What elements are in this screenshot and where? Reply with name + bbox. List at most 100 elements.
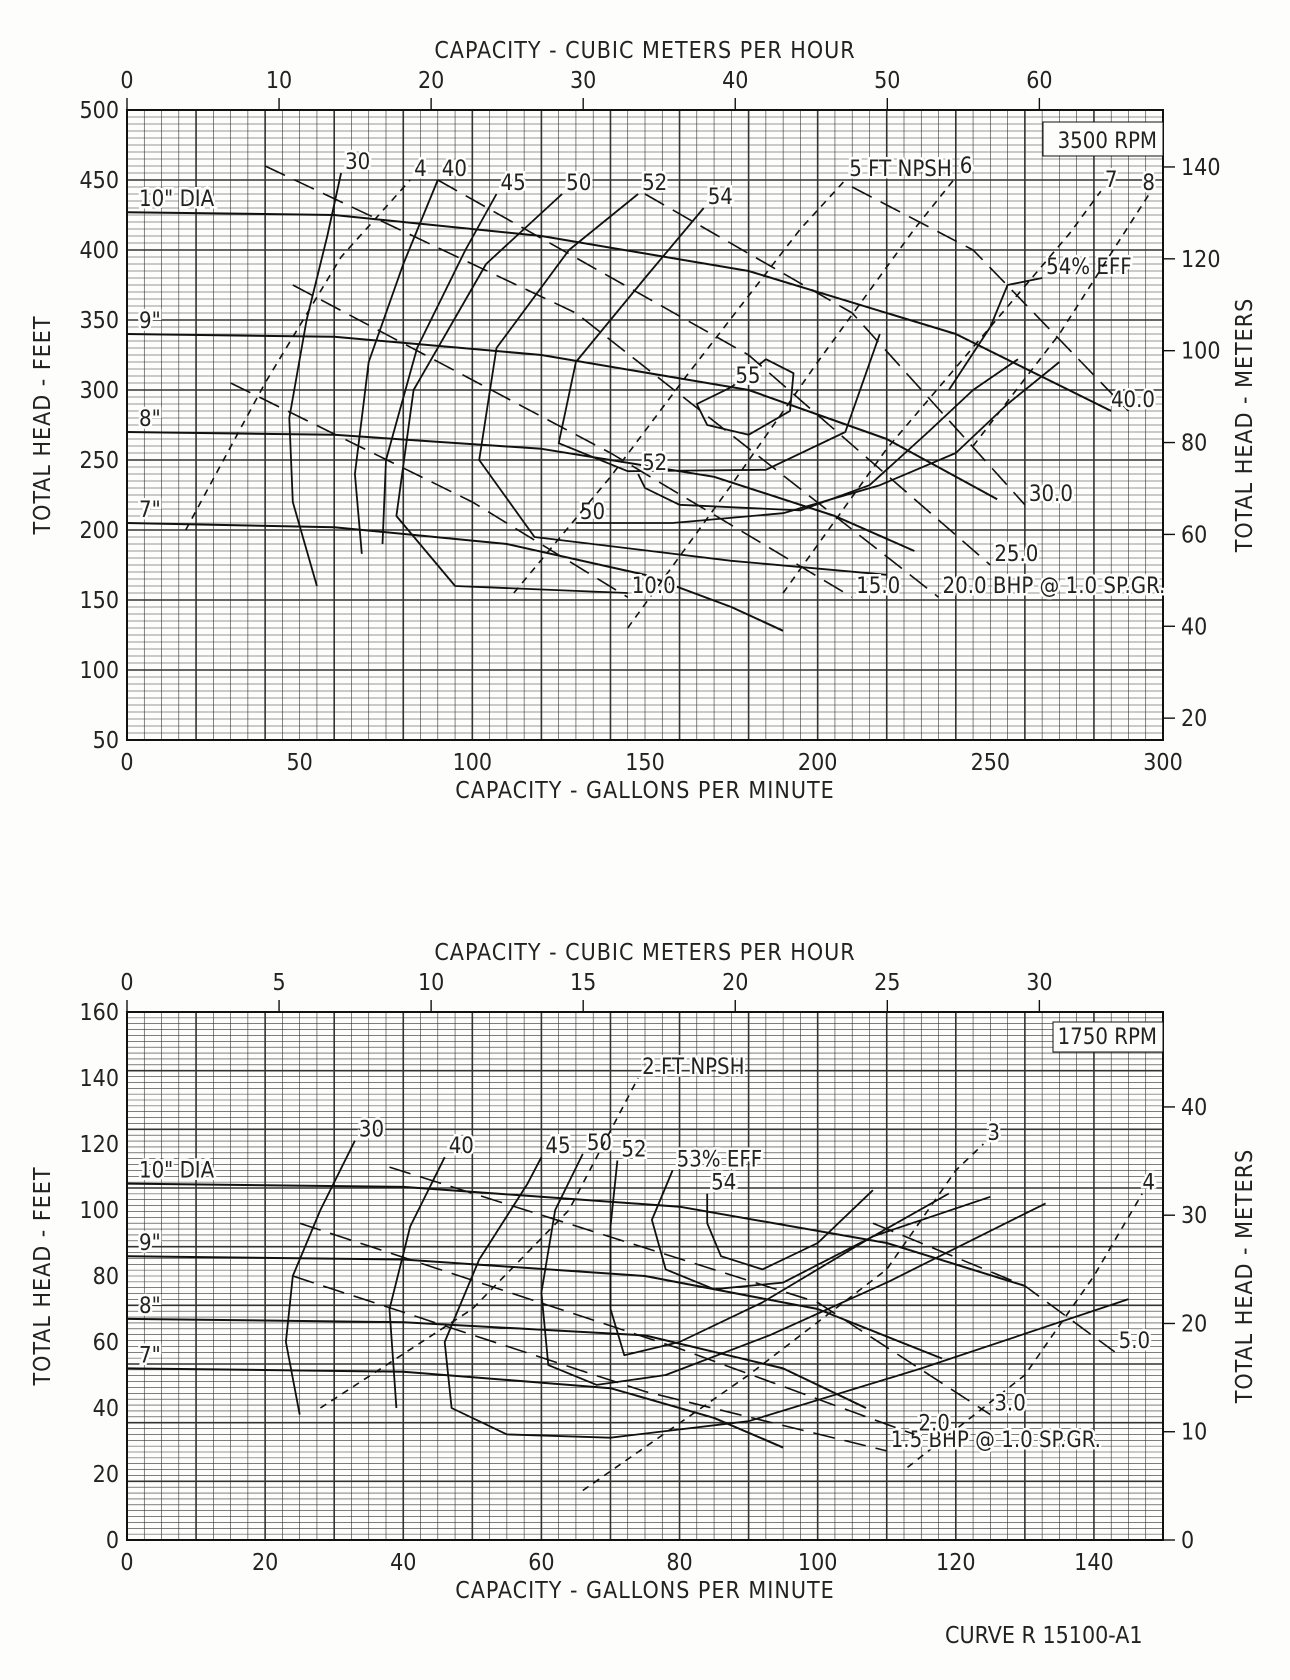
- top-tick-label: 5: [272, 970, 285, 996]
- bhp-curve: [292, 284, 853, 598]
- bhp-curve: [299, 1222, 915, 1436]
- head-curve-label: 9": [139, 309, 161, 334]
- efficiency-curve-label: 40: [442, 157, 467, 182]
- top-tick-label: 20: [418, 68, 444, 94]
- npsh-curve-group: 2 FT NPSH 3 4: [319, 1053, 1158, 1492]
- top-tick-label: 50: [874, 68, 900, 94]
- x-tick-label: 80: [666, 1550, 692, 1576]
- y-tick-label: 250: [80, 448, 120, 474]
- efficiency-curve-label: 30: [359, 1118, 384, 1143]
- npsh-curve-label: 3: [987, 1121, 1000, 1146]
- efficiency-curve-label: 40: [449, 1134, 474, 1159]
- efficiency-curve-label: 54% EFF: [1046, 255, 1132, 280]
- bhp-curve-label: 1.5 BHP @ 1.0 SP.GR.: [891, 1428, 1101, 1453]
- top-tick-label: 25: [874, 970, 900, 996]
- efficiency-curve-label: 45: [545, 1134, 570, 1159]
- x-tick-label: 40: [390, 1550, 416, 1576]
- npsh-curve-label: 4: [414, 157, 427, 182]
- x-tick-label: 100: [798, 1550, 838, 1576]
- npsh-curve-label: 6: [960, 154, 973, 179]
- efficiency-curve-label: 55: [735, 364, 760, 389]
- npsh-curve: [582, 1143, 984, 1492]
- x-tick-label: 0: [120, 750, 133, 776]
- head-curve-group: 10" DIA 9" 8" 7": [126, 1156, 1026, 1449]
- y-axis-title-right: TOTAL HEAD - METERS: [1232, 298, 1258, 554]
- x-axis-title-bottom: CAPACITY - GALLONS PER MINUTE: [455, 778, 834, 804]
- head-curve-label: 9": [139, 1231, 161, 1256]
- y-axis-title-right: TOTAL HEAD - METERS: [1232, 1149, 1258, 1405]
- x-tick-label: 100: [453, 750, 493, 776]
- efficiency-curve-label: 52: [642, 171, 667, 196]
- head-curve-label: 8": [139, 407, 161, 432]
- bhp-curve: [437, 179, 991, 566]
- x-tick-label: 150: [625, 750, 665, 776]
- y-tick-label: 50: [93, 728, 119, 754]
- y-tick-label: 0: [106, 1528, 119, 1554]
- x-axis-title-top: CAPACITY - CUBIC METERS PER HOUR: [434, 940, 855, 966]
- head-curve: [126, 333, 998, 501]
- bhp-curve: [851, 186, 1130, 412]
- npsh-curve: [782, 190, 1102, 594]
- x-tick-label: 250: [971, 750, 1011, 776]
- right-tick-label: 60: [1181, 522, 1207, 548]
- y-tick-label: 350: [80, 308, 120, 334]
- right-tick-label: 0: [1181, 1528, 1194, 1554]
- x-axis-title-top: CAPACITY - CUBIC METERS PER HOUR: [434, 38, 855, 64]
- top-tick-label: 15: [570, 970, 596, 996]
- y-tick-label: 140: [80, 1066, 120, 1092]
- efficiency-curve: [288, 172, 342, 587]
- bhp-curve-label: 5.0: [1119, 1329, 1150, 1354]
- chart-1750-rpm: 0 20 40 60 80 100 120 1400204060801001201401600…: [30, 940, 1258, 1604]
- efficiency-curve: [381, 193, 498, 545]
- top-tick-label: 0: [120, 970, 133, 996]
- grid: [126, 109, 1164, 741]
- y-tick-label: 500: [80, 98, 120, 124]
- rpm-label: 3500 RPM: [1058, 129, 1157, 154]
- right-tick-label: 10: [1181, 1420, 1207, 1446]
- x-tick-label: 0: [120, 1550, 133, 1576]
- bhp-curve-label: 2.0: [918, 1411, 949, 1436]
- bhp-curve-label: 25.0: [994, 542, 1038, 567]
- y-tick-label: 40: [93, 1396, 119, 1422]
- right-tick-label: 140: [1181, 155, 1221, 181]
- x-tick-label: 300: [1143, 750, 1183, 776]
- npsh-curve-label: 4: [1142, 1171, 1155, 1196]
- y-tick-label: 20: [93, 1462, 119, 1488]
- top-tick-label: 30: [1026, 970, 1052, 996]
- bhp-curve: [389, 1166, 991, 1416]
- bhp-curve-label: 10.0: [632, 574, 676, 599]
- y-tick-label: 100: [80, 1198, 120, 1224]
- y-axis-title-left: TOTAL HEAD - FEET: [30, 315, 56, 535]
- right-tick-label: 120: [1181, 247, 1221, 273]
- head-curve-label: 10" DIA: [139, 187, 215, 212]
- efficiency-curve-label: 52: [621, 1138, 646, 1163]
- head-curve-label: 7": [139, 1343, 161, 1368]
- npsh-curve-label: 8: [1142, 171, 1155, 196]
- efficiency-curve: [443, 1156, 1129, 1439]
- head-curve: [126, 1317, 867, 1409]
- x-tick-label: 200: [798, 750, 838, 776]
- top-tick-label: 30: [570, 68, 596, 94]
- top-tick-label: 60: [1026, 68, 1052, 94]
- top-tick-label: 10: [266, 68, 292, 94]
- rpm-box: [1042, 121, 1164, 157]
- head-curve: [126, 1182, 1026, 1287]
- npsh-curve: [513, 179, 846, 594]
- efficiency-curve-label: 54: [711, 1171, 736, 1196]
- top-tick-label: 10: [418, 970, 444, 996]
- y-tick-label: 100: [80, 658, 120, 684]
- efficiency-curve: [557, 207, 881, 473]
- head-curve-label: 7": [139, 498, 161, 523]
- right-tick-label: 40: [1181, 1095, 1207, 1121]
- curve-id: CURVE R 15100-A1: [945, 1623, 1143, 1649]
- head-curve: [126, 1255, 943, 1360]
- head-curve-label: 10" DIA: [139, 1159, 215, 1184]
- npsh-curve: [627, 176, 957, 629]
- bhp-curve-label: 15.0: [856, 574, 900, 599]
- x-tick-label: 140: [1074, 1550, 1114, 1576]
- bhp-curve: [230, 382, 629, 598]
- rpm-label: 1750 RPM: [1058, 1025, 1157, 1050]
- right-tick-label: 20: [1181, 706, 1207, 732]
- x-tick-label: 60: [528, 1550, 554, 1576]
